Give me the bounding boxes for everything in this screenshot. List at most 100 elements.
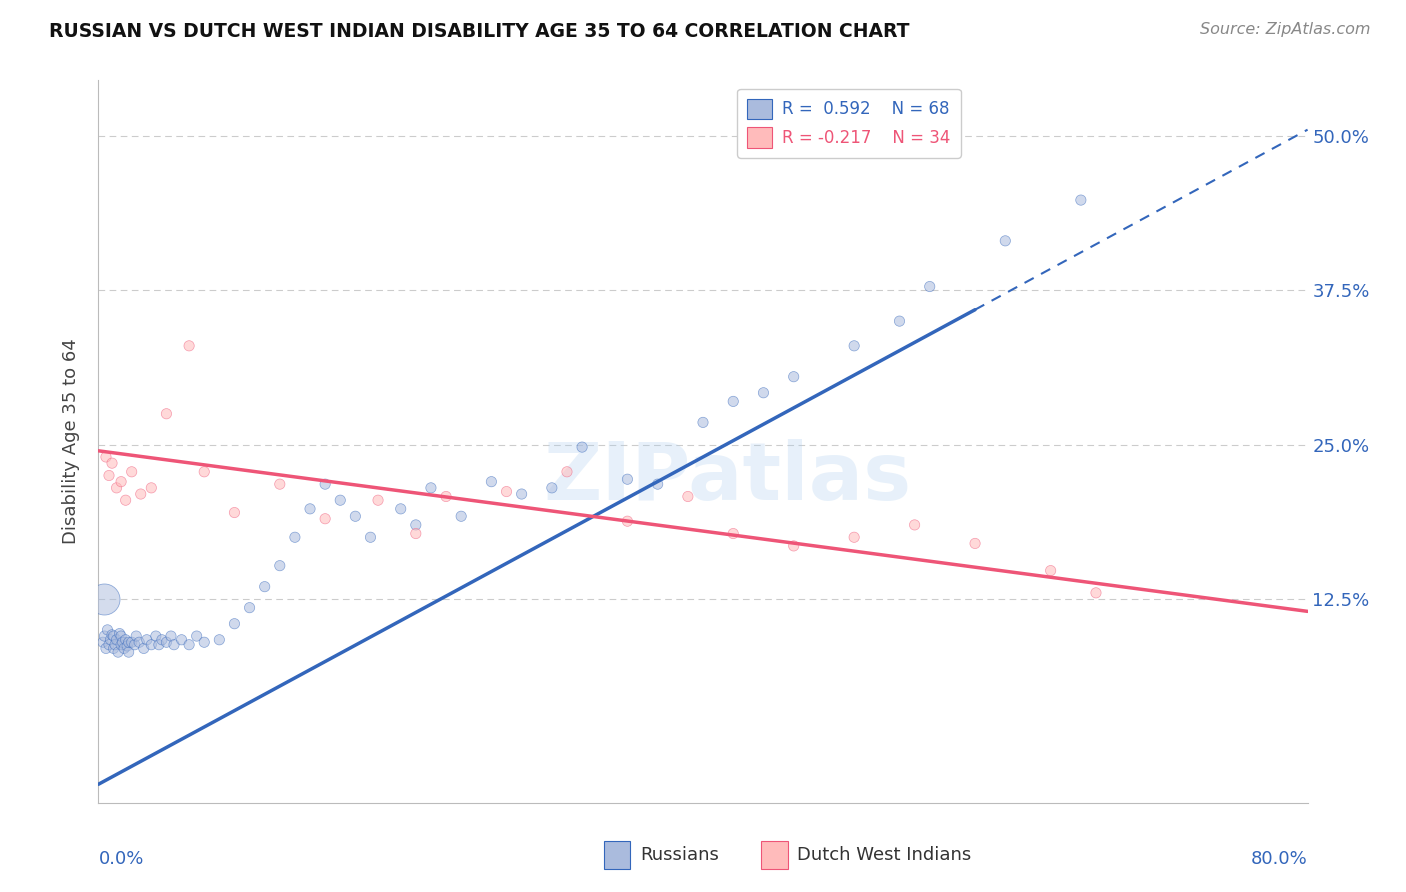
Point — [1070, 193, 1092, 207]
Point — [94, 450, 117, 464]
Point — [269, 477, 291, 491]
Point — [115, 639, 138, 653]
Point — [389, 501, 412, 516]
Y-axis label: Disability Age 35 to 64: Disability Age 35 to 64 — [62, 339, 80, 544]
Point — [121, 635, 143, 649]
Text: Russians: Russians — [640, 846, 718, 863]
Point — [723, 394, 745, 409]
Text: Source: ZipAtlas.com: Source: ZipAtlas.com — [1201, 22, 1371, 37]
Point — [450, 509, 472, 524]
Point — [405, 517, 427, 532]
Point — [692, 416, 714, 430]
Point — [155, 407, 177, 421]
Point — [101, 456, 124, 470]
Point — [129, 487, 152, 501]
Point — [170, 632, 193, 647]
Text: Dutch West Indians: Dutch West Indians — [797, 846, 972, 863]
Point — [121, 465, 143, 479]
Point — [110, 638, 132, 652]
Point — [571, 440, 593, 454]
Point — [108, 626, 131, 640]
Point — [193, 465, 215, 479]
Point — [125, 629, 148, 643]
Point — [434, 490, 457, 504]
Point — [145, 629, 167, 643]
Point — [141, 638, 163, 652]
Point — [1085, 586, 1108, 600]
Point — [844, 339, 866, 353]
Point — [783, 369, 806, 384]
Point — [889, 314, 911, 328]
Point — [965, 536, 987, 550]
Point — [616, 472, 638, 486]
Point — [367, 493, 389, 508]
Point — [155, 635, 177, 649]
Point — [676, 490, 699, 504]
Point — [405, 526, 427, 541]
Text: 80.0%: 80.0% — [1251, 850, 1308, 868]
Point — [101, 628, 124, 642]
Point — [269, 558, 291, 573]
Point — [93, 592, 115, 607]
Point — [253, 580, 276, 594]
Point — [783, 539, 806, 553]
Point — [723, 526, 745, 541]
Point — [179, 638, 201, 652]
Point — [91, 635, 114, 649]
Point — [118, 645, 141, 659]
Point — [299, 501, 322, 516]
Point — [105, 632, 128, 647]
Point — [96, 623, 118, 637]
Point — [128, 635, 150, 649]
Point — [616, 514, 638, 528]
Point — [163, 638, 186, 652]
Legend: R =  0.592    N = 68, R = -0.217    N = 34: R = 0.592 N = 68, R = -0.217 N = 34 — [737, 88, 960, 158]
Point — [179, 339, 201, 353]
Point — [112, 641, 135, 656]
Point — [904, 517, 927, 532]
Point — [132, 641, 155, 656]
Point — [1039, 564, 1062, 578]
Point — [111, 635, 134, 649]
Point — [224, 616, 246, 631]
Point — [98, 468, 121, 483]
Point — [103, 629, 125, 643]
Point — [114, 632, 136, 647]
Point — [103, 641, 125, 656]
Point — [844, 530, 866, 544]
Point — [555, 465, 578, 479]
Point — [94, 641, 117, 656]
Point — [344, 509, 367, 524]
Point — [481, 475, 503, 489]
Point — [135, 632, 157, 647]
Bar — [603, 841, 630, 869]
Point — [148, 638, 170, 652]
Point — [314, 512, 336, 526]
Text: RUSSIAN VS DUTCH WEST INDIAN DISABILITY AGE 35 TO 64 CORRELATION CHART: RUSSIAN VS DUTCH WEST INDIAN DISABILITY … — [49, 22, 910, 41]
Point — [360, 530, 382, 544]
Point — [114, 493, 136, 508]
Point — [160, 629, 183, 643]
Point — [150, 632, 173, 647]
Point — [107, 645, 129, 659]
Point — [193, 635, 215, 649]
Point — [104, 638, 127, 652]
Point — [752, 385, 775, 400]
Point — [141, 481, 163, 495]
Point — [420, 481, 443, 495]
Point — [918, 279, 941, 293]
Point — [93, 629, 115, 643]
Point — [186, 629, 208, 643]
Text: ZIPatlas: ZIPatlas — [543, 439, 911, 516]
Point — [208, 632, 231, 647]
Point — [110, 629, 132, 643]
Point — [124, 638, 146, 652]
Point — [98, 638, 121, 652]
Point — [495, 484, 517, 499]
Text: 0.0%: 0.0% — [98, 850, 143, 868]
Point — [314, 477, 336, 491]
Point — [224, 506, 246, 520]
Point — [510, 487, 533, 501]
Point — [100, 632, 122, 647]
Point — [329, 493, 352, 508]
